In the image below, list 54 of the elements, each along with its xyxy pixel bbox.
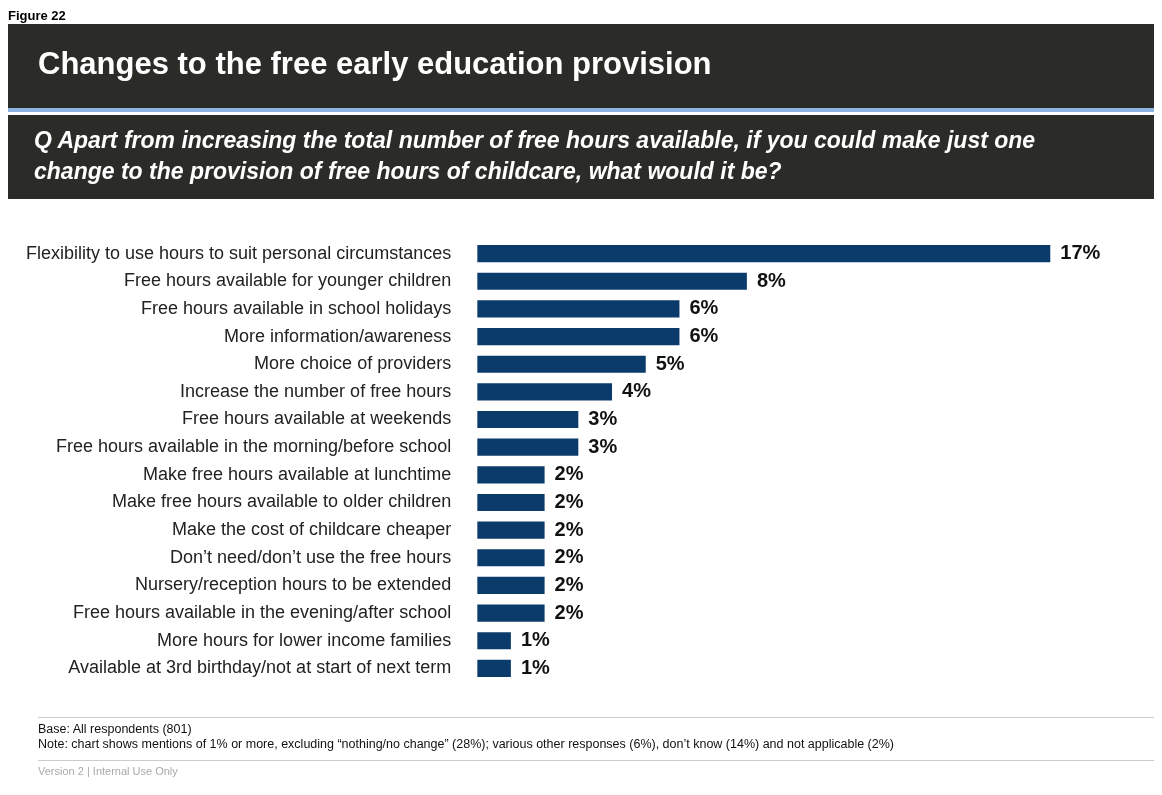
y-tick-label: Free hours available for younger children — [123, 270, 452, 291]
y-tick-label: More choice of providers — [254, 353, 452, 374]
bar — [477, 632, 511, 650]
data-label: 17% — [1060, 241, 1101, 264]
data-label: 5% — [655, 351, 685, 374]
bar — [477, 576, 545, 594]
bar — [477, 521, 545, 539]
bar — [477, 383, 613, 401]
data-label: 2% — [554, 462, 584, 485]
y-tick-label: Don’t need/don’t use the free hours — [169, 546, 452, 567]
bar — [477, 355, 646, 373]
data-label: 2% — [554, 572, 584, 595]
bar — [477, 272, 747, 290]
bar — [477, 438, 579, 456]
bar — [477, 549, 545, 567]
data-label: 4% — [622, 379, 652, 402]
chart-subtitle: Q Apart from increasing the total number of free hours available, if you could make just one change to the provision of free hours of childcare, what would it be? — [8, 115, 1154, 199]
y-tick-label: Free hours available at weekends — [182, 408, 452, 429]
data-label: 6% — [689, 324, 719, 347]
text: Base: All respondents (801) — [38, 722, 193, 737]
y-tick-label: Free hours available in school holidays — [140, 297, 452, 318]
data-label: 6% — [689, 296, 719, 319]
bar — [477, 659, 511, 677]
y-tick-label: Free hours available in the morning/before school — [55, 436, 452, 457]
bar — [477, 466, 545, 484]
y-tick-label: Make free hours available at lunchtime — [143, 463, 452, 484]
y-tick-label: Flexibility to use hours to suit personal circumstances — [25, 242, 452, 263]
data-label: 2% — [554, 517, 584, 540]
data-label: 3% — [588, 434, 618, 457]
y-tick-label: More hours for lower income families — [157, 629, 452, 650]
data-label: 1% — [520, 628, 551, 651]
data-label: 1% — [520, 655, 551, 678]
data-label: 2% — [554, 489, 584, 512]
bar — [477, 300, 680, 318]
data-label: 2% — [554, 545, 584, 568]
bar — [477, 410, 579, 429]
y-tick-label: Make free hours available to older children — [111, 491, 452, 512]
y-tick-label: Increase the number of free hours — [180, 380, 452, 401]
data-label: 8% — [756, 268, 786, 291]
data-label: 2% — [554, 600, 584, 623]
y-tick-label: Available at 3rd birthday/not at start of next term — [68, 657, 452, 678]
text: Note: chart shows mentions of 1% or more, excluding “nothing/no change” (28%); various other responses (6%), don’t know (14%) and not applicable (2%) — [38, 737, 895, 752]
y-tick-label: Nursery/reception hours to be extended — [134, 574, 452, 595]
text: Version 2 | Internal Use Only — [38, 760, 1154, 777]
bar — [477, 328, 680, 346]
chart-title: Changes to the free early education provision — [8, 24, 1154, 112]
bar — [477, 604, 545, 622]
data-label: 3% — [588, 407, 618, 430]
y-tick-label: Make the cost of childcare cheaper — [172, 519, 452, 540]
y-tick-label: More information/awareness — [224, 325, 452, 346]
bar — [477, 245, 1051, 263]
caption: Figure 22 — [8, 8, 67, 24]
y-tick-label: Free hours available in the evening/after school — [72, 602, 452, 623]
bar — [477, 493, 545, 512]
